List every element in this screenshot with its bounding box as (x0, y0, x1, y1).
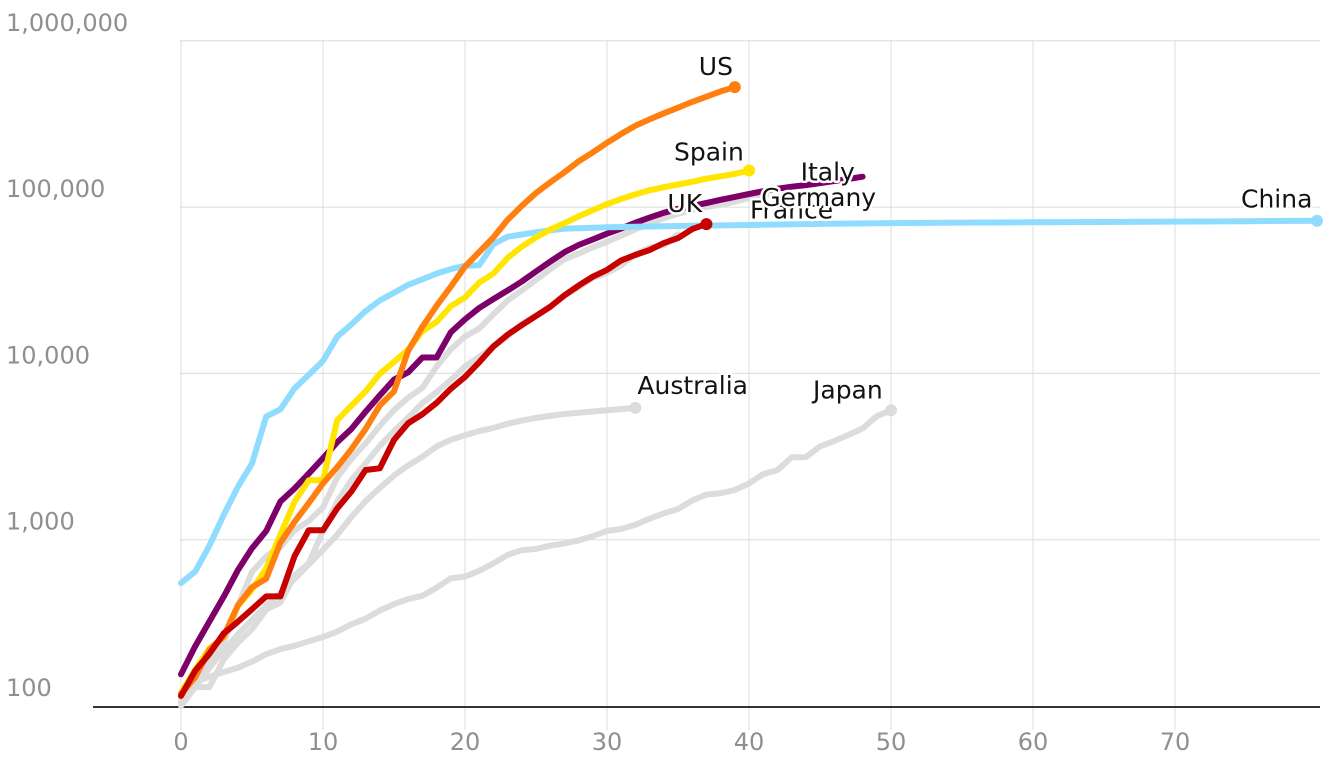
series-australia (178, 401, 642, 703)
x-tick-label: 10 (308, 728, 339, 756)
y-gridlines (180, 40, 1320, 541)
y-tick-label: 1,000,000 (6, 9, 128, 37)
series-label-halo: Japan (811, 375, 883, 404)
series-labels: JapanJapanAustraliaAustraliaFranceFrance… (635, 50, 1315, 407)
series-label-uk: UK (667, 189, 702, 218)
x-tick-label: 40 (734, 728, 765, 756)
x-tick-label: 30 (592, 728, 623, 756)
series-spain (178, 164, 755, 696)
y-tick-label: 10,000 (6, 341, 90, 369)
series-end-marker-uk (700, 218, 713, 231)
series-france (178, 231, 681, 709)
x-tick-label: 20 (450, 728, 481, 756)
series-japan (178, 404, 897, 706)
series-label-halo: France (750, 195, 833, 224)
series-end-marker-china (1311, 214, 1323, 227)
series-label-halo: Spain (674, 137, 744, 166)
series-us (178, 81, 741, 697)
series-end-marker-spain (743, 164, 755, 177)
series-label-halo: China (1241, 185, 1312, 214)
series-line-spain (178, 167, 752, 696)
series-end-marker-us (728, 81, 741, 94)
series-end-marker-australia (629, 401, 642, 414)
series-line-uk (178, 221, 710, 699)
series-line-australia (178, 404, 639, 703)
series-label-halo: Germany (761, 183, 876, 212)
series-label-halo: Italy (801, 158, 855, 187)
series-end-marker-japan (885, 404, 897, 417)
x-tick-label: 60 (1018, 728, 1049, 756)
series-label-japan: Japan (811, 375, 883, 404)
y-axis-tick-labels: 100 1,000 10,000 100,000 1,000,000 (6, 9, 128, 702)
series-line-us (178, 84, 738, 697)
x-gridlines (180, 40, 1176, 730)
series-label-china: China (1241, 185, 1312, 214)
series-label-halo: US (699, 52, 733, 81)
series-label-spain: Spain (674, 137, 744, 166)
series-label-italy: Italy (801, 158, 855, 187)
series-china (178, 214, 1323, 587)
y-tick-label: 100,000 (6, 175, 105, 203)
series-line-germany (178, 192, 767, 698)
x-tick-label: 70 (1160, 728, 1191, 756)
series-line-france (178, 231, 681, 709)
series-line-japan (178, 407, 894, 706)
series-label-germany: Germany (761, 183, 876, 212)
y-tick-label: 1,000 (6, 508, 75, 536)
series-label-australia: Australia (637, 371, 748, 400)
series-uk (178, 218, 713, 699)
x-tick-label: 50 (876, 728, 907, 756)
series-label-france: France (750, 195, 833, 224)
series-italy (178, 173, 866, 678)
series-label-halo: Australia (637, 371, 748, 400)
x-axis-tick-labels: 0 10 20 30 40 50 60 70 (173, 728, 1190, 756)
series-label-us: US (699, 52, 733, 81)
y-tick-label: 100 (6, 674, 52, 702)
series-label-halo: UK (667, 189, 702, 218)
series-line-italy (178, 173, 866, 678)
x-tick-label: 0 (173, 728, 188, 756)
series-lines (178, 81, 1323, 709)
